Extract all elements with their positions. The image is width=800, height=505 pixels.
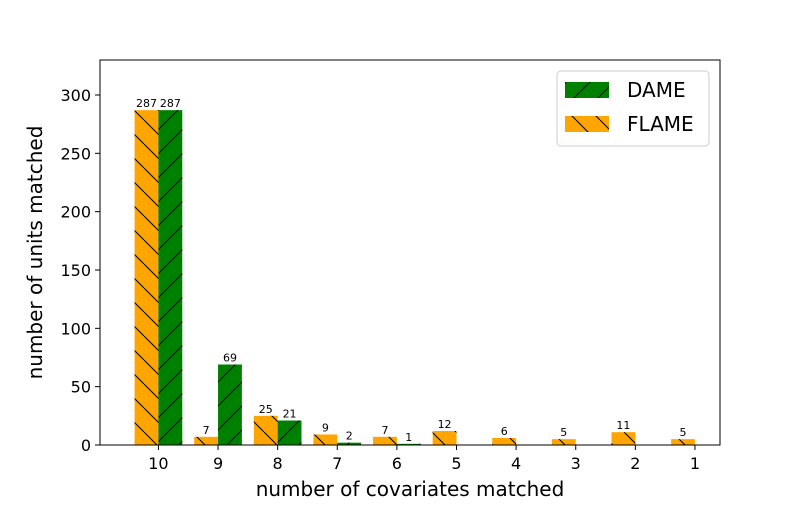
x-axis-title: number of covariates matched (256, 477, 565, 500)
bar-hatch-flame-2 (611, 432, 636, 445)
bar-hatch-dame-6 (396, 443, 421, 445)
x-tick-label-10: 10 (148, 454, 168, 473)
x-tick-label-7: 7 (332, 454, 342, 473)
legend-swatch-hatch-flame (565, 116, 609, 132)
bar-label-flame-6: 7 (381, 424, 388, 437)
x-tick-label-1: 1 (690, 454, 700, 473)
x-axis: 10 9 8 7 6 5 4 3 2 1 (148, 445, 700, 473)
plot-frame (99, 59, 721, 446)
x-tick-label-2: 2 (630, 454, 640, 473)
y-tick-label-0: 0 (81, 436, 91, 455)
bar-label-dame-10: 287 (160, 97, 181, 110)
bar-hatch-flame-1 (671, 439, 695, 445)
y-tick-label-200: 200 (60, 203, 91, 222)
bar-hatch-flame-3 (551, 439, 576, 445)
bar-label-dame-7: 2 (346, 430, 353, 443)
x-tick-label-9: 9 (213, 454, 223, 473)
bar-label-dame-6: 1 (405, 431, 412, 444)
bar-hatch-flame-6 (373, 436, 397, 445)
x-tick-label-6: 6 (392, 454, 402, 473)
x-tick-label-8: 8 (273, 454, 283, 473)
bar-label-flame-1: 5 (680, 426, 687, 439)
bar-hatch-flame-9 (194, 436, 219, 445)
x-tick-label-4: 4 (511, 454, 521, 473)
y-tick-label-150: 150 (60, 261, 91, 280)
bar-label-flame-2: 11 (616, 419, 630, 432)
bar-label-dame-9: 69 (223, 352, 237, 365)
bar-hatch-dame-10 (158, 110, 183, 446)
bar-hatch-flame-5 (432, 431, 457, 445)
legend: DAME FLAME (556, 70, 710, 147)
bar-hatch-flame-7 (313, 434, 338, 445)
bar-label-flame-3: 5 (560, 426, 567, 439)
bar-hatch-flame-4 (492, 438, 517, 445)
bar-label-dame-8: 21 (283, 408, 297, 421)
bars-group (134, 110, 695, 446)
bar-hatch-dame-7 (337, 442, 362, 445)
bar-label-flame-4: 6 (501, 425, 508, 438)
legend-label-flame: FLAME (627, 112, 694, 136)
x-tick-label-3: 3 (571, 454, 581, 473)
y-tick-label-50: 50 (71, 378, 91, 397)
y-axis-title: number of units matched (23, 126, 47, 380)
bar-hatch-dame-9 (218, 364, 242, 445)
bar-hatch-dame-8 (277, 420, 302, 445)
bar-label-flame-5: 12 (438, 418, 452, 431)
y-tick-label-250: 250 (60, 144, 91, 163)
bar-label-flame-7: 9 (322, 422, 329, 435)
x-tick-label-5: 5 (451, 454, 461, 473)
y-tick-label-300: 300 (60, 86, 91, 105)
y-tick-label-100: 100 (60, 319, 91, 338)
y-axis: 0 50 100 150 200 250 300 (60, 86, 100, 455)
bar-hatch-flame-8 (253, 415, 278, 445)
bar-label-flame-10: 287 (136, 97, 157, 110)
legend-label-dame: DAME (627, 78, 686, 102)
bar-label-flame-9: 7 (203, 424, 210, 437)
bar-hatch-flame-10 (134, 110, 159, 446)
legend-swatch-hatch-dame (565, 82, 609, 98)
bar-label-flame-8: 25 (259, 403, 273, 416)
